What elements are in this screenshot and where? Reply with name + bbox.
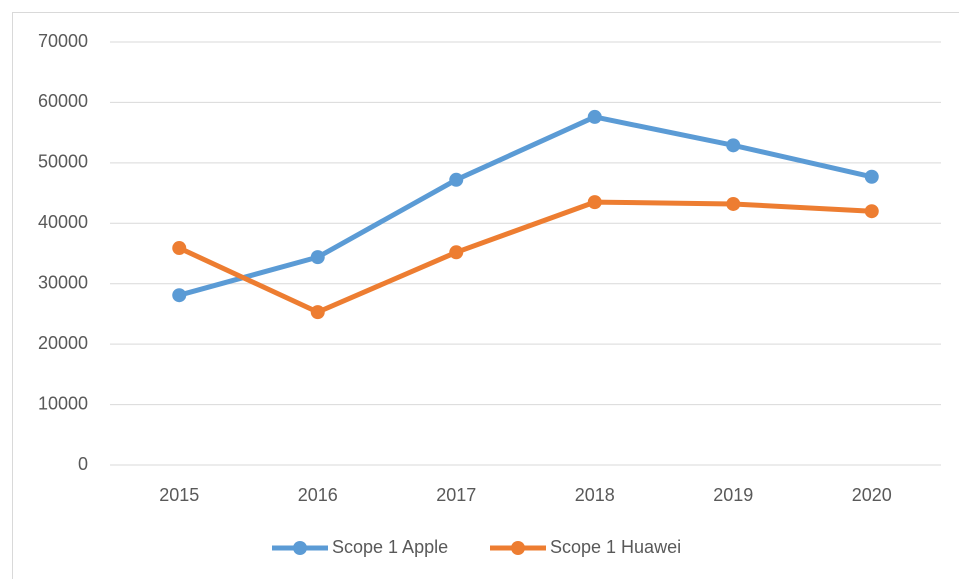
y-tick-label: 50000 [38,152,88,172]
x-tick-label: 2018 [575,485,615,505]
x-tick-label: 2020 [852,485,892,505]
legend-label: Scope 1 Apple [332,537,448,557]
chart-frame [12,12,959,579]
y-tick-label: 0 [78,454,88,474]
data-point [172,241,187,256]
legend-marker [293,541,307,555]
data-point [587,109,602,124]
x-tick-label: 2017 [436,485,476,505]
y-tick-label: 30000 [38,272,88,292]
data-point [172,288,187,303]
x-tick-label: 2019 [713,485,753,505]
data-point [587,195,602,210]
data-point [310,250,325,265]
data-point [310,305,325,320]
y-tick-label: 40000 [38,212,88,232]
y-tick-label: 20000 [38,333,88,353]
series-line [178,199,872,315]
data-point [726,138,741,153]
data-point [449,172,464,187]
x-tick-label: 2016 [298,485,338,505]
y-tick-label: 60000 [38,91,88,111]
y-tick-label: 70000 [38,31,88,51]
series-line [178,114,873,298]
data-point [864,204,879,219]
data-point [726,196,741,211]
x-tick-label: 2015 [159,485,199,505]
data-point [864,169,879,184]
y-tick-label: 10000 [38,393,88,413]
data-point [449,245,464,260]
legend-label: Scope 1 Huawei [550,537,681,557]
legend-marker [511,541,525,555]
